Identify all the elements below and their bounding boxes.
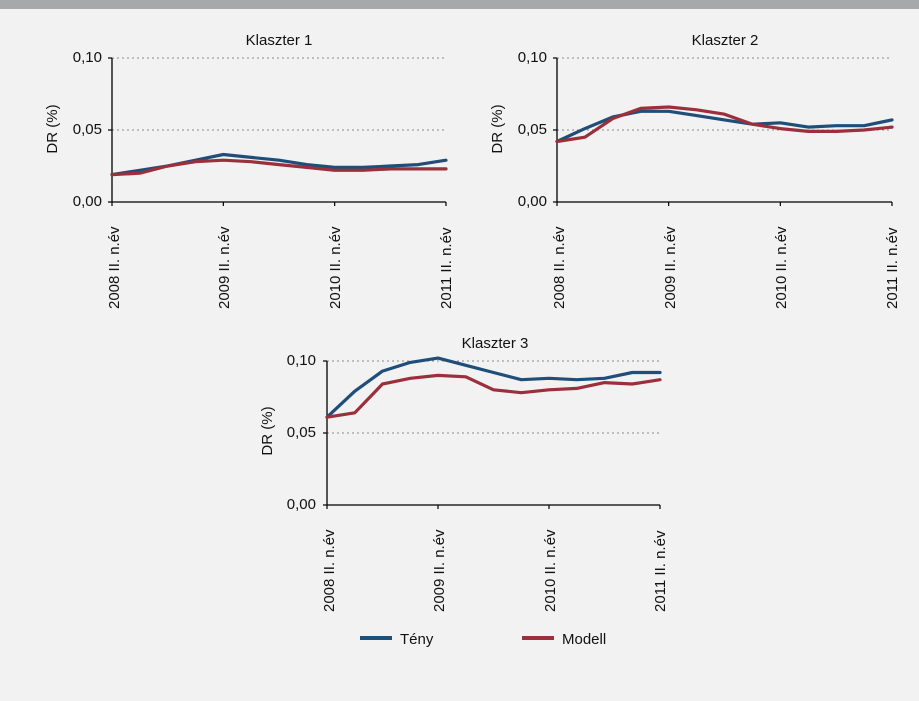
y-axis-title: DR (%) [44, 104, 61, 153]
y-tick-label: 0,05 [73, 121, 102, 138]
x-tick-label: 2008 II. n.év [321, 529, 338, 612]
chart-panel-klaszter-1: Klaszter 1 DR (%) 0,10 0,05 0,00 2008 II… [44, 32, 455, 309]
panel-title: Klaszter 1 [246, 32, 313, 49]
chart-panel-klaszter-2: Klaszter 2 DR (%) 0,10 0,05 0,00 2008 II… [489, 32, 901, 309]
x-tick-label: 2011 II. n.év [884, 227, 901, 309]
chart-panel-klaszter-3: Klaszter 3 DR (%) 0,10 0,05 0,00 2008 II… [259, 335, 669, 612]
panel-title: Klaszter 2 [692, 32, 759, 49]
x-tick-label: 2009 II. n.év [662, 226, 679, 309]
series-line-modell [555, 105, 894, 144]
panel-title: Klaszter 3 [462, 335, 529, 352]
y-tick-label: 0,00 [287, 496, 316, 513]
series-line-modell [325, 373, 662, 419]
y-tick-label: 0,10 [287, 352, 316, 369]
y-axis-title: DR (%) [259, 406, 276, 455]
top-bar [0, 0, 919, 9]
chart-svg: Klaszter 1 DR (%) 0,10 0,05 0,00 2008 II… [44, 32, 901, 648]
legend-label-teny: Tény [400, 631, 434, 648]
y-axis-title: DR (%) [489, 104, 506, 153]
y-tick-label: 0,05 [287, 424, 316, 441]
legend-label-modell: Modell [562, 631, 606, 648]
series-line-modell [110, 158, 448, 177]
x-tick-label: 2009 II. n.év [431, 529, 448, 612]
y-tick-label: 0,05 [518, 121, 547, 138]
y-tick-label: 0,00 [518, 193, 547, 210]
y-tick-label: 0,00 [73, 193, 102, 210]
series-line-t-ny [325, 356, 662, 419]
x-tick-label: 2010 II. n.év [327, 226, 344, 309]
x-tick-label: 2008 II. n.év [551, 226, 568, 309]
figure: Klaszter 1 DR (%) 0,10 0,05 0,00 2008 II… [0, 9, 919, 701]
x-tick-label: 2011 II. n.év [652, 530, 669, 612]
x-tick-label: 2011 II. n.év [438, 227, 455, 309]
x-tick-label: 2009 II. n.év [216, 226, 233, 309]
x-tick-label: 2010 II. n.év [542, 529, 559, 612]
legend: Tény Modell [360, 631, 606, 648]
x-tick-label: 2010 II. n.év [773, 226, 790, 309]
y-tick-label: 0,10 [518, 49, 547, 66]
y-tick-label: 0,10 [73, 49, 102, 66]
x-tick-label: 2008 II. n.év [106, 226, 123, 309]
